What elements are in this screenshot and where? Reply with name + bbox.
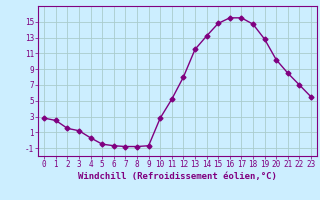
X-axis label: Windchill (Refroidissement éolien,°C): Windchill (Refroidissement éolien,°C)	[78, 172, 277, 181]
